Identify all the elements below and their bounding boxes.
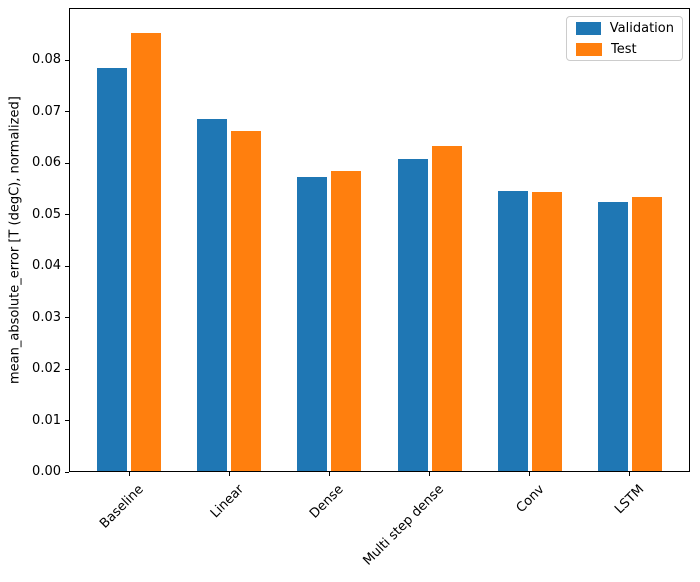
plot-area	[69, 8, 690, 472]
y-tick-mark	[65, 368, 69, 370]
x-tick-mark	[629, 472, 631, 476]
y-tick-label: 0.03	[32, 309, 61, 325]
y-tick-label: 0.01	[32, 412, 61, 428]
test-color-swatch	[576, 42, 602, 56]
x-tick-label: Linear	[207, 482, 247, 522]
legend: Validation Test	[566, 16, 683, 61]
bar-validation-lstm	[597, 202, 628, 472]
legend-label-validation: Validation	[609, 20, 674, 36]
bar-test-dense	[331, 171, 362, 472]
bar-validation-conv	[497, 191, 528, 472]
y-tick-mark	[65, 162, 69, 164]
x-tick-mark	[328, 472, 330, 476]
x-tick-mark	[429, 472, 431, 476]
x-tick-label: LSTM	[612, 482, 648, 518]
legend-label-test: Test	[611, 41, 637, 57]
bar-validation-dense	[297, 176, 328, 472]
x-tick-mark	[228, 472, 230, 476]
x-tick-label: Baseline	[97, 482, 147, 532]
bar-test-multi-step-dense	[431, 145, 462, 472]
legend-item-test: Test	[576, 42, 674, 57]
x-tick-label: Dense	[307, 482, 348, 522]
bar-validation-multi-step-dense	[397, 159, 428, 472]
y-tick-mark	[65, 111, 69, 112]
x-tick-mark	[128, 472, 130, 476]
y-tick-mark	[65, 317, 69, 318]
x-tick-mark	[529, 472, 531, 476]
bar-test-linear	[231, 130, 262, 472]
bar-test-lstm	[631, 196, 662, 472]
validation-color-swatch	[576, 21, 601, 35]
x-tick-label: Conv	[513, 482, 548, 516]
bar-validation-baseline	[97, 67, 128, 472]
legend-item-validation: Validation	[576, 21, 674, 36]
y-tick-mark	[65, 420, 69, 421]
y-tick-label: 0.05	[32, 206, 61, 222]
y-tick-label: 0.06	[32, 155, 61, 170]
x-tick-label: Multi step dense	[360, 482, 448, 569]
y-tick-mark	[65, 214, 69, 215]
y-axis-label: mean_absolute_error [T (degC), normalize…	[7, 96, 23, 384]
bar-validation-linear	[197, 118, 228, 472]
y-tick-label: 0.04	[32, 258, 61, 273]
bar-test-conv	[531, 192, 562, 472]
y-tick-label: 0.08	[32, 52, 61, 67]
y-tick-mark	[65, 471, 69, 473]
y-tick-label: 0.00	[32, 464, 61, 479]
y-tick-label: 0.07	[32, 103, 61, 119]
y-tick-mark	[65, 265, 69, 267]
bar-test-baseline	[131, 33, 162, 472]
y-tick-label: 0.02	[32, 361, 61, 376]
y-tick-mark	[65, 59, 69, 61]
